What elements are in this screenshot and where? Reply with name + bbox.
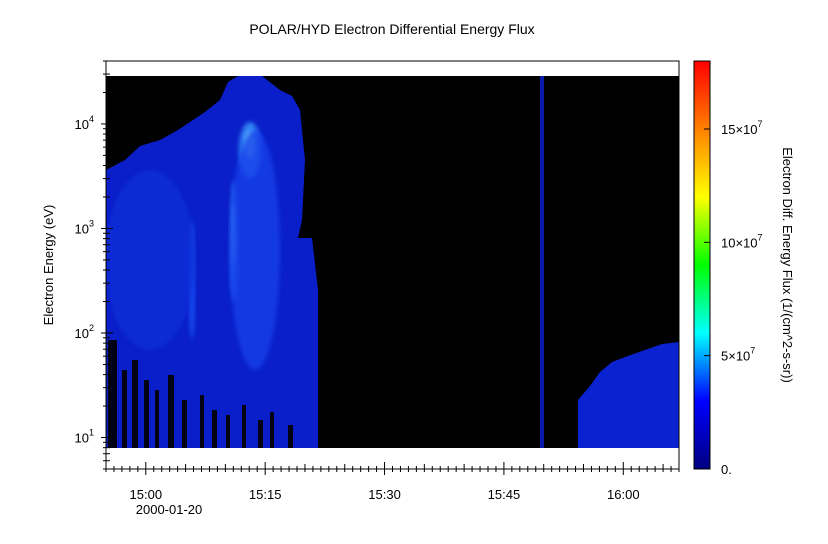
y-tick-label: 103 (75, 218, 94, 236)
flux-gap (212, 410, 217, 448)
x-tick-label: 15:00 (130, 487, 163, 502)
flux-enhancement (106, 170, 195, 350)
chart-title: POLAR/HYD Electron Differential Energy F… (249, 21, 534, 37)
flux-gap (155, 390, 159, 448)
x-axis: 15:00 15:15 15:30 15:45 16:00 (105, 462, 680, 502)
flux-gap (226, 415, 230, 448)
flux-gap (258, 420, 263, 448)
y-tick-label: 102 (75, 323, 94, 341)
y-axis: 101 102 103 104 (75, 60, 113, 470)
flux-gap (288, 425, 293, 448)
flux-region (578, 342, 679, 448)
flux-gap (144, 380, 149, 448)
flux-gap (132, 360, 138, 448)
x-axis-date-label: 2000-01-20 (136, 502, 203, 517)
x-tick-label: 15:15 (249, 487, 282, 502)
flux-gap (108, 340, 117, 448)
x-tick-label: 15:45 (488, 487, 521, 502)
y-tick-label: 101 (75, 428, 94, 446)
flux-gap (242, 405, 246, 448)
x-tick-label: 15:30 (368, 487, 401, 502)
flux-region (540, 76, 544, 448)
flux-gap (200, 395, 204, 448)
spectrogram-flux (106, 76, 679, 448)
colorbar-ticks: 0. 5×107 10×107 15×107 (704, 119, 763, 477)
plot-area (105, 60, 680, 470)
flux-gap (168, 375, 174, 448)
y-axis-label: Electron Energy (eV) (41, 205, 56, 326)
x-tick-label: 16:00 (607, 487, 640, 502)
flux-gap (182, 400, 187, 448)
flux-gap (122, 370, 127, 448)
flux-enhancement (230, 130, 280, 370)
colorbar-label: Electron Diff. Energy Flux (1/(cm^2-s-sr… (780, 147, 795, 383)
colorbar-tick-label: 15×107 (721, 119, 763, 137)
y-tick-label: 104 (75, 114, 94, 132)
colorbar-tick-label: 10×107 (721, 232, 763, 250)
colorbar-tick-label: 5×107 (721, 346, 755, 364)
colorbar: 0. 5×107 10×107 15×107 (693, 60, 763, 477)
colorbar-tick-label: 0. (721, 462, 732, 477)
colorbar-scale (693, 60, 711, 470)
flux-gap (270, 412, 274, 448)
